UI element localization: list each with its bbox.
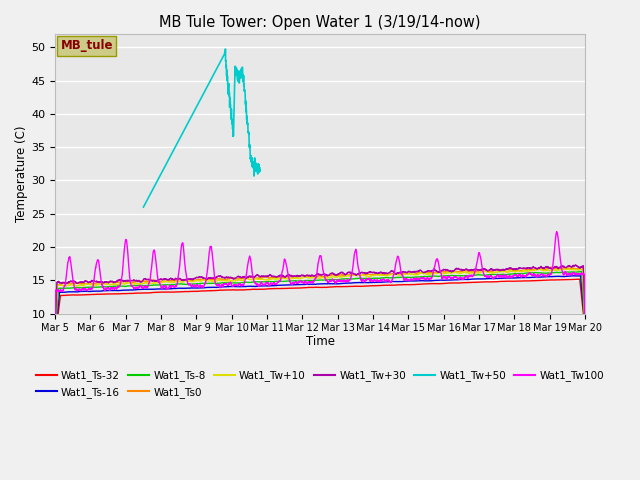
X-axis label: Time: Time: [305, 335, 335, 348]
Text: MB_tule: MB_tule: [60, 39, 113, 52]
Title: MB Tule Tower: Open Water 1 (3/19/14-now): MB Tule Tower: Open Water 1 (3/19/14-now…: [159, 15, 481, 30]
Legend: Wat1_Ts-32, Wat1_Ts-16, Wat1_Ts-8, Wat1_Ts0, Wat1_Tw+10, Wat1_Tw+30, Wat1_Tw+50,: Wat1_Ts-32, Wat1_Ts-16, Wat1_Ts-8, Wat1_…: [32, 366, 608, 402]
Y-axis label: Temperature (C): Temperature (C): [15, 126, 29, 222]
